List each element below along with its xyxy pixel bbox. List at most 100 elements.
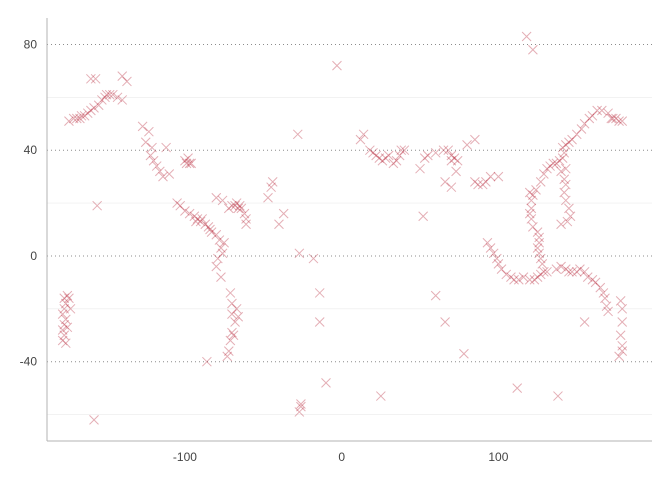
- data-point: [241, 219, 251, 230]
- data-point: [383, 150, 394, 161]
- data-point: [587, 274, 598, 285]
- data-point: [227, 309, 237, 319]
- data-point: [603, 306, 613, 317]
- data-point: [86, 105, 96, 116]
- data-point: [57, 335, 68, 346]
- data-point: [518, 272, 529, 282]
- data-point: [211, 261, 222, 272]
- data-point: [68, 113, 79, 124]
- data-point: [332, 60, 342, 71]
- data-point: [603, 108, 613, 119]
- data-point: [529, 274, 540, 285]
- data-point: [582, 272, 593, 282]
- data-point: [89, 414, 99, 425]
- data-point: [172, 198, 182, 208]
- data-point: [274, 219, 284, 230]
- data-point: [82, 108, 93, 119]
- data-point: [556, 219, 566, 230]
- x-tick-label: 100: [488, 450, 508, 464]
- y-tick-label: 80: [24, 37, 38, 51]
- data-point: [607, 113, 618, 124]
- data-point: [184, 158, 195, 169]
- data-point: [57, 325, 68, 335]
- data-point: [227, 298, 237, 309]
- data-point: [557, 153, 568, 163]
- data-point: [579, 317, 590, 327]
- data-point: [614, 351, 624, 362]
- data-point: [501, 269, 512, 280]
- data-point: [394, 150, 405, 161]
- data-point: [211, 229, 222, 240]
- data-point: [223, 346, 234, 356]
- data-point: [560, 140, 571, 150]
- data-point: [230, 317, 240, 327]
- data-point: [615, 330, 626, 341]
- data-point: [545, 161, 555, 171]
- data-point: [485, 243, 496, 253]
- data-point: [579, 118, 590, 129]
- data-point: [538, 266, 549, 277]
- data-point: [377, 155, 388, 166]
- data-point: [493, 171, 504, 182]
- data-point: [241, 214, 251, 224]
- data-point: [227, 327, 237, 338]
- data-point: [294, 248, 305, 259]
- data-point: [584, 113, 595, 124]
- data-point: [587, 110, 598, 121]
- data-point: [191, 216, 201, 227]
- data-point: [481, 177, 491, 187]
- data-point: [371, 150, 381, 161]
- y-tick-label: -40: [20, 355, 38, 369]
- data-point: [459, 348, 469, 359]
- data-point: [380, 153, 391, 163]
- data-point: [161, 142, 171, 153]
- data-point: [482, 237, 493, 248]
- data-point: [446, 155, 457, 166]
- data-point: [509, 274, 519, 285]
- data-point: [470, 177, 480, 187]
- data-point: [223, 203, 234, 214]
- data-point: [491, 253, 502, 264]
- data-point: [308, 253, 319, 264]
- data-point: [231, 303, 242, 314]
- data-point: [267, 177, 278, 187]
- data-point: [294, 407, 305, 417]
- data-point: [292, 129, 303, 140]
- y-tick-label: 0: [30, 249, 37, 263]
- data-point: [524, 274, 535, 285]
- data-point: [197, 214, 208, 224]
- data-point: [140, 137, 151, 148]
- data-point: [443, 145, 454, 156]
- data-point: [488, 248, 499, 259]
- data-point: [565, 211, 576, 222]
- data-point: [571, 266, 582, 277]
- data-point: [606, 113, 617, 124]
- data-point: [524, 187, 535, 198]
- data-point: [89, 103, 99, 113]
- data-point: [557, 142, 568, 153]
- data-point: [64, 116, 74, 126]
- data-point: [399, 145, 410, 156]
- data-point: [430, 290, 441, 301]
- data-point: [184, 208, 195, 219]
- data-point: [579, 266, 590, 277]
- data-point: [396, 145, 407, 156]
- data-point: [526, 203, 537, 214]
- data-point: [100, 92, 110, 103]
- data-point: [554, 155, 565, 166]
- data-point: [158, 171, 168, 182]
- data-point: [440, 317, 450, 327]
- data-point: [314, 288, 325, 298]
- grid: [47, 43, 652, 415]
- data-point: [79, 110, 90, 121]
- data-point: [415, 163, 425, 174]
- data-point: [230, 200, 240, 211]
- data-point: [59, 319, 70, 330]
- data-point: [446, 150, 457, 161]
- data-point: [231, 198, 242, 208]
- data-point: [567, 266, 577, 277]
- data-point: [216, 272, 226, 282]
- data-point: [513, 274, 524, 285]
- data-point: [183, 153, 193, 163]
- data-points: [57, 31, 628, 425]
